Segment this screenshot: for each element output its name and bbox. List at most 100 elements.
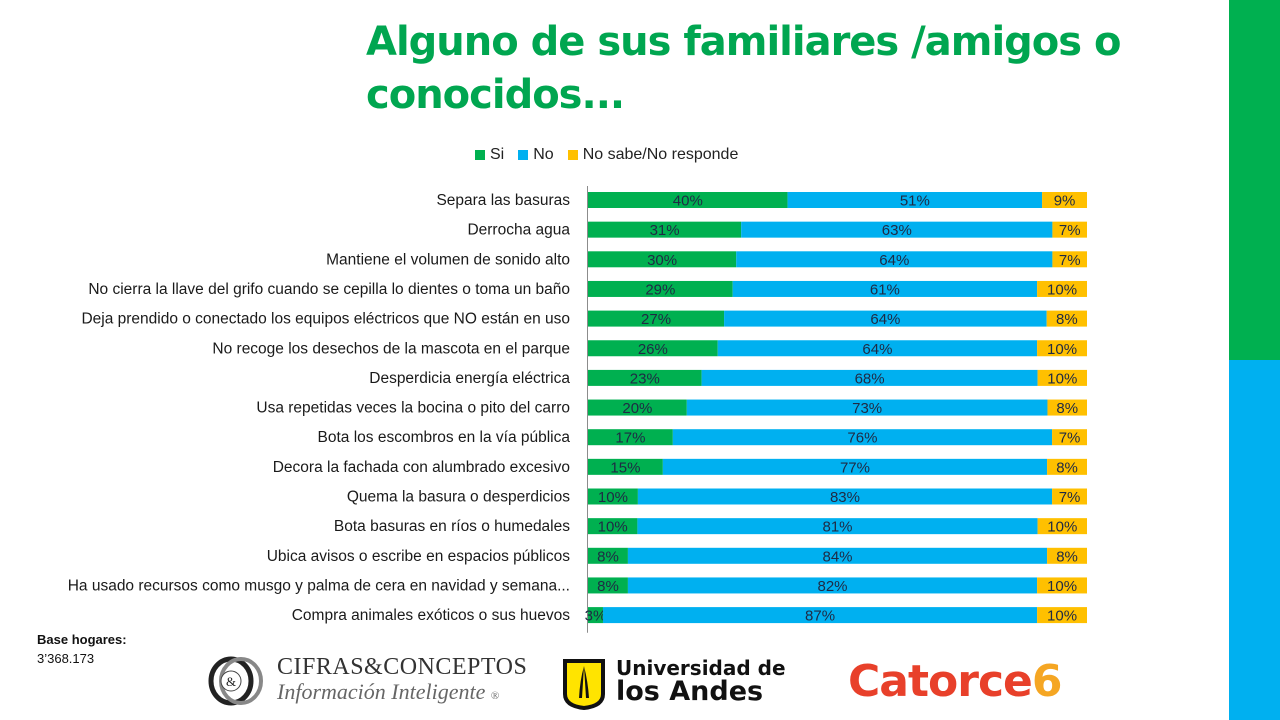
legend-swatch (567, 150, 578, 160)
bar-segment-si (588, 310, 725, 327)
bar-segment-si (588, 518, 638, 535)
data-label: 64% (879, 252, 909, 269)
bar-segment-si (588, 221, 742, 238)
bar-segment-si (588, 340, 718, 357)
data-label: 64% (862, 341, 892, 358)
bar-segment-no (637, 518, 1038, 535)
uniandes-shield-icon (563, 659, 605, 710)
legend-swatch (475, 150, 485, 160)
category-label: Bota los escombros en la vía pública (318, 429, 571, 446)
data-label: 81% (822, 519, 852, 536)
bar-segment-no-sabe-no-responde (1042, 192, 1087, 208)
bar-segment-no (701, 369, 1038, 386)
bar-segment-no (787, 192, 1043, 208)
category-label: Derrocha agua (467, 222, 570, 239)
bar-segment-si (588, 192, 788, 208)
data-label: 10% (1047, 341, 1077, 358)
bar-row: Bota los escombros en la vía pública 17% 7… (318, 429, 1087, 447)
uniandes-line-1: Universidad de (616, 656, 786, 680)
bar-row: Separa las basuras 40% 51% 9% (436, 192, 1087, 210)
bar-segment-no (732, 280, 1038, 297)
bar-segment-si (588, 399, 687, 416)
bar-segment-no-sabe-no-responde (1037, 577, 1087, 594)
category-label: Deja prendido o conectado los equipos el… (81, 311, 570, 328)
category-label: Mantiene el volumen de sonido alto (326, 251, 570, 268)
bar-segment-si (588, 488, 638, 505)
bar-segment-no (637, 488, 1053, 505)
bar-segment-no (627, 547, 1048, 564)
bar-segment-no-sabe-no-responde (1052, 251, 1087, 268)
data-label: 84% (822, 548, 852, 565)
data-label: 17% (615, 430, 645, 447)
data-label: 7% (1059, 489, 1081, 506)
data-label: 8% (597, 578, 619, 595)
category-label: No recoge los desechos de la mascota en … (212, 340, 570, 357)
category-label: Separa las basuras (436, 192, 570, 209)
data-label: 29% (645, 281, 675, 298)
uniandes-logo: Universidad de los Andes (560, 652, 830, 712)
data-label: 15% (610, 459, 640, 476)
bar-segment-no-sabe-no-responde (1037, 340, 1087, 357)
uniandes-name: Universidad de los Andes (616, 656, 786, 707)
side-accent-green (1229, 0, 1280, 360)
data-label: 10% (598, 489, 628, 506)
data-label: 30% (647, 252, 677, 269)
bar-row: Ubica avisos o escribe en espacios públi… (267, 547, 1087, 565)
catorce6-number: 6 (1031, 656, 1063, 707)
bar-segment-no (627, 577, 1038, 594)
bar-segment-si (588, 577, 628, 594)
data-label: 8% (1056, 400, 1078, 417)
legend-item-1: No (518, 146, 554, 164)
data-label: 10% (598, 519, 628, 536)
bar-row: Quema la basura o desperdicios 10% 83% 7% (347, 488, 1087, 506)
bar-row: Derrocha agua 31% 63% 7% (467, 221, 1087, 239)
bar-segment-si (588, 547, 628, 564)
data-label: 7% (1059, 252, 1081, 269)
data-label: 10% (1047, 370, 1077, 387)
data-label: 7% (1059, 430, 1081, 447)
data-label: 26% (638, 341, 668, 358)
bar-row: Compra animales exóticos o sus huevos 3% 8… (292, 607, 1087, 625)
title-line-1: Alguno de sus familiares /amigos o (366, 19, 1121, 65)
catorce6-logo: Catorce6 (848, 656, 1062, 707)
data-label: 3% (585, 608, 607, 625)
bar-segment-no-sabe-no-responde (1052, 488, 1087, 505)
bar-segment-no-sabe-no-responde (1046, 310, 1087, 327)
data-label: 87% (805, 608, 835, 625)
chart-legend: Si No No sabe/No responde (475, 145, 752, 165)
category-label: Ha usado recursos como musgo y palma de … (68, 577, 570, 594)
data-label: 10% (1047, 519, 1077, 536)
catorce6-word: Catorce (848, 656, 1033, 707)
bar-segment-no-sabe-no-responde (1037, 607, 1087, 624)
bar-segment-no (602, 607, 1038, 624)
registered-mark: ® (490, 690, 500, 702)
bar-row: No cierra la llave del grifo cuando se c… (88, 280, 1087, 298)
data-label: 23% (630, 370, 660, 387)
bar-segment-no-sabe-no-responde (1037, 369, 1087, 386)
bar-segment-no (686, 399, 1048, 416)
category-label: Decora la fachada con alumbrado excesivo (273, 459, 570, 476)
slide-title: Alguno de sus familiares /amigos o conoc… (366, 16, 1166, 122)
data-label: 20% (622, 400, 652, 417)
legend-label: Si (490, 146, 505, 163)
bar-row: Bota basuras en ríos o humedales 10% 81% 10… (334, 518, 1087, 536)
legend-label: No sabe/No responde (582, 146, 739, 163)
data-label: 64% (870, 311, 900, 328)
data-label: 51% (900, 193, 930, 210)
bar-segment-no-sabe-no-responde (1047, 399, 1087, 416)
data-label: 83% (830, 489, 860, 506)
bar-row: Usa repetidas veces la bocina o pito del… (256, 399, 1087, 417)
bar-segment-no (741, 221, 1053, 238)
bar-segment-no-sabe-no-responde (1047, 547, 1087, 564)
bar-row: Ha usado recursos como musgo y palma de … (68, 577, 1087, 595)
base-label: Base hogares: (37, 632, 127, 647)
data-label: 61% (870, 281, 900, 298)
category-label: Bota basuras en ríos o humedales (334, 518, 570, 535)
legend-item-2: No sabe/No responde (567, 146, 739, 164)
category-label: Ubica avisos o escribe en espacios públi… (267, 548, 571, 565)
uniandes-line-2: los Andes (616, 676, 764, 707)
bar-segment-no-sabe-no-responde (1047, 458, 1087, 475)
bar-row: Mantiene el volumen de sonido alto 30% 64%… (326, 251, 1087, 269)
data-label: 73% (852, 400, 882, 417)
bar-segment-no-sabe-no-responde (1052, 429, 1087, 446)
